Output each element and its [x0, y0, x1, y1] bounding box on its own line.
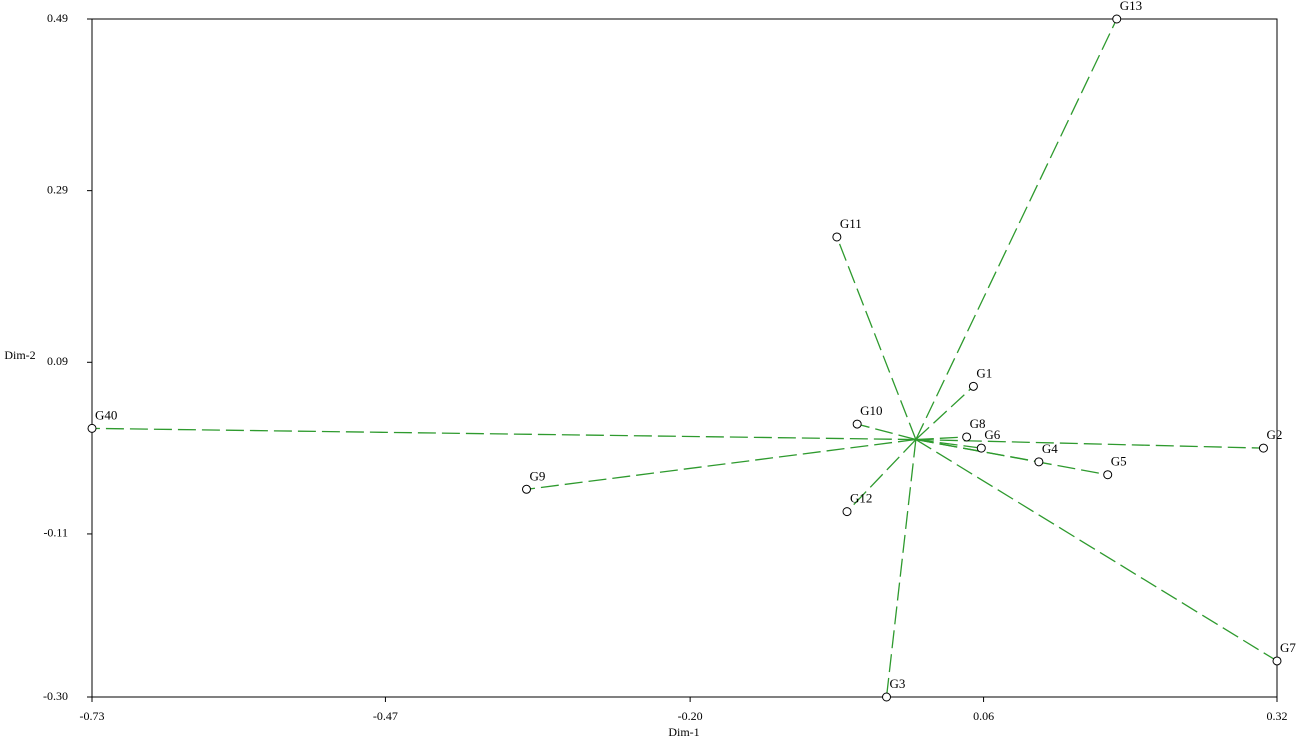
vector-line: [857, 423, 917, 441]
point: [832, 232, 842, 242]
vector-line: [915, 18, 1118, 440]
point-label: G10: [860, 403, 882, 418]
vector-line: [836, 236, 917, 440]
x-axis-title: Dim-1: [668, 725, 699, 739]
vector-line: [915, 385, 974, 441]
point: [852, 419, 862, 429]
point: [1103, 470, 1113, 480]
point-label: G13: [1120, 0, 1142, 13]
vector-line: [526, 438, 916, 490]
vector-line: [91, 427, 916, 441]
point-label: G5: [1111, 454, 1127, 469]
point: [962, 432, 972, 442]
point: [976, 443, 986, 453]
point-label: G1: [976, 365, 992, 380]
point: [1034, 457, 1044, 467]
x-tick-label: 0.06: [973, 709, 994, 723]
point-label: G8: [970, 416, 986, 431]
point: [1112, 14, 1122, 24]
y-tick-label: 0.09: [47, 354, 68, 368]
point-label: G9: [530, 468, 546, 483]
point-label: G3: [890, 676, 906, 691]
point-label: G6: [984, 427, 1000, 442]
y-tick-label: -0.30: [43, 689, 68, 703]
vector-line: [915, 438, 1108, 476]
point: [522, 484, 531, 494]
point-label: G12: [850, 491, 872, 506]
plot-frame: [91, 18, 1278, 698]
point-label: G4: [1042, 441, 1058, 456]
vector-line: [915, 438, 1264, 449]
point-label: G7: [1280, 640, 1296, 655]
y-tick-label: -0.11: [43, 526, 68, 540]
vector-line: [846, 439, 917, 513]
point-label: G2: [1266, 427, 1282, 442]
vector-line: [885, 439, 917, 698]
y-tick-label: 0.29: [47, 182, 68, 196]
x-tick-label: -0.47: [373, 709, 398, 723]
y-axis-title: Dim-2: [4, 348, 35, 362]
point: [882, 692, 892, 702]
x-tick-label: 0.32: [1267, 709, 1288, 723]
point: [968, 381, 978, 391]
vector-line: [915, 438, 1278, 662]
point-label: G11: [840, 216, 862, 231]
y-tick-label: 0.49: [47, 11, 68, 25]
point: [87, 423, 97, 433]
point-label: G40: [95, 407, 117, 422]
point: [1272, 656, 1282, 666]
point: [842, 507, 852, 517]
x-tick-label: -0.20: [678, 709, 703, 723]
x-tick-label: -0.73: [80, 709, 105, 723]
point: [1258, 443, 1268, 453]
